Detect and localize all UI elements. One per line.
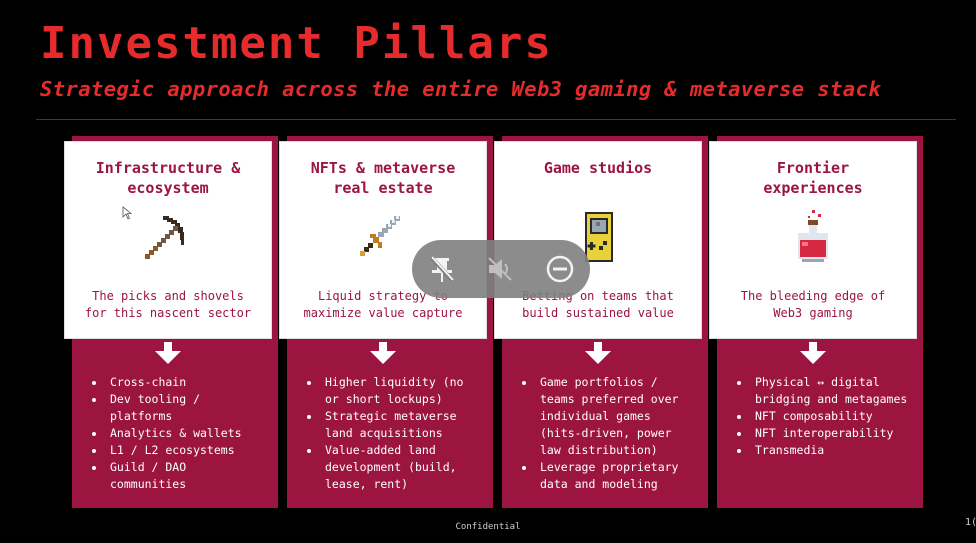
list-item: NFT interoperability: [735, 425, 915, 442]
arrow-down-icon: [155, 342, 181, 364]
sword-icon: [360, 216, 400, 256]
pillar-desc-line: The picks and shovels: [92, 289, 244, 303]
pillar-description: The picks and shovels for this nascent s…: [69, 288, 267, 322]
floating-media-controls: [412, 240, 590, 298]
pillar-bullet-list: Higher liquidity (no or short lockups) St…: [305, 374, 485, 493]
pillar-title: Infrastructure & ecosystem: [65, 158, 271, 198]
pillar-title-line: ecosystem: [127, 179, 209, 197]
arrow-down-icon: [800, 342, 826, 364]
mouse-cursor-icon: [122, 206, 132, 220]
pillar-card: Frontier experiences The bleeding edge o…: [710, 142, 916, 338]
list-item: Transmedia: [735, 442, 915, 459]
list-item: Physical ↔ digital bridging and metagames: [735, 374, 915, 408]
pillar-desc-line: Web3 gaming: [773, 306, 853, 320]
pillar-title-line: Frontier: [776, 159, 850, 177]
pillar-title-line: real estate: [333, 179, 433, 197]
pillar-desc-line: for this nascent sector: [84, 306, 252, 320]
pillar-title-line: NFTs & metaverse: [310, 159, 456, 177]
title-divider: [36, 119, 956, 120]
handheld-console-icon: [585, 212, 613, 262]
pickaxe-icon: [145, 216, 184, 259]
pillar-infrastructure: Infrastructure & ecosystem The picks and…: [65, 136, 278, 508]
pillar-desc-line: The bleeding edge of: [740, 289, 886, 303]
pillar-bullet-list: Physical ↔ digital bridging and metagames…: [735, 374, 915, 459]
pillar-bullet-list: Cross-chain Dev tooling / platforms Analy…: [90, 374, 270, 493]
pillar-nfts-metaverse: NFTs & metaverse real estate Liquid stra…: [280, 136, 493, 508]
pillar-title-line: Game studios: [543, 159, 653, 177]
pillar-title: NFTs & metaverse real estate: [280, 158, 486, 198]
pillar-desc-line: maximize value capture: [303, 306, 463, 320]
arrow-down-icon: [370, 342, 396, 364]
list-item: Guild / DAO communities: [90, 459, 270, 493]
unpin-icon[interactable]: [426, 253, 458, 285]
pillar-title: Game studios: [495, 158, 701, 178]
mute-icon[interactable]: [484, 253, 516, 285]
pillar-desc-line: Liquid strategy to: [317, 289, 449, 303]
list-item: Game portfolios / teams preferred over ind…: [520, 374, 700, 459]
pillar-card: Infrastructure & ecosystem The picks and…: [65, 142, 271, 338]
pillar-game-studios: Game studios Betting on teams that build…: [495, 136, 708, 508]
pillar-title: Frontier experiences: [710, 158, 916, 198]
pillar-description: Liquid strategy to maximize value captur…: [284, 288, 482, 322]
pillar-description: The bleeding edge of Web3 gaming: [714, 288, 912, 322]
list-item: L1 / L2 ecosystems: [90, 442, 270, 459]
list-item: Higher liquidity (no or short lockups): [305, 374, 485, 408]
list-item: Analytics & wallets: [90, 425, 270, 442]
list-item: Value-added land development (build, lease…: [305, 442, 485, 493]
list-item: NFT composability: [735, 408, 915, 425]
list-item: Strategic metaverse land acquisitions: [305, 408, 485, 442]
pillar-desc-line: build sustained value: [522, 306, 674, 320]
slide-subtitle: Strategic approach across the entire Web…: [40, 77, 881, 101]
confidential-footer: Confidential: [455, 522, 521, 532]
list-item: Dev tooling / platforms: [90, 391, 270, 425]
pillar-bullet-list: Game portfolios / teams preferred over ind…: [520, 374, 700, 493]
pillar-title-line: experiences: [763, 179, 863, 197]
minimize-icon[interactable]: [544, 253, 576, 285]
list-item: Leverage proprietary data and modeling: [520, 459, 700, 493]
arrow-down-icon: [585, 342, 611, 364]
potion-flask-icon: [798, 210, 828, 262]
slide-title: Investment Pillars: [40, 18, 553, 69]
list-item: Cross-chain: [90, 374, 270, 391]
page-number: 1(: [965, 517, 976, 528]
pillar-title-line: Infrastructure &: [95, 159, 241, 177]
pillar-frontier-experiences: Frontier experiences The bleeding edge o…: [710, 136, 923, 508]
